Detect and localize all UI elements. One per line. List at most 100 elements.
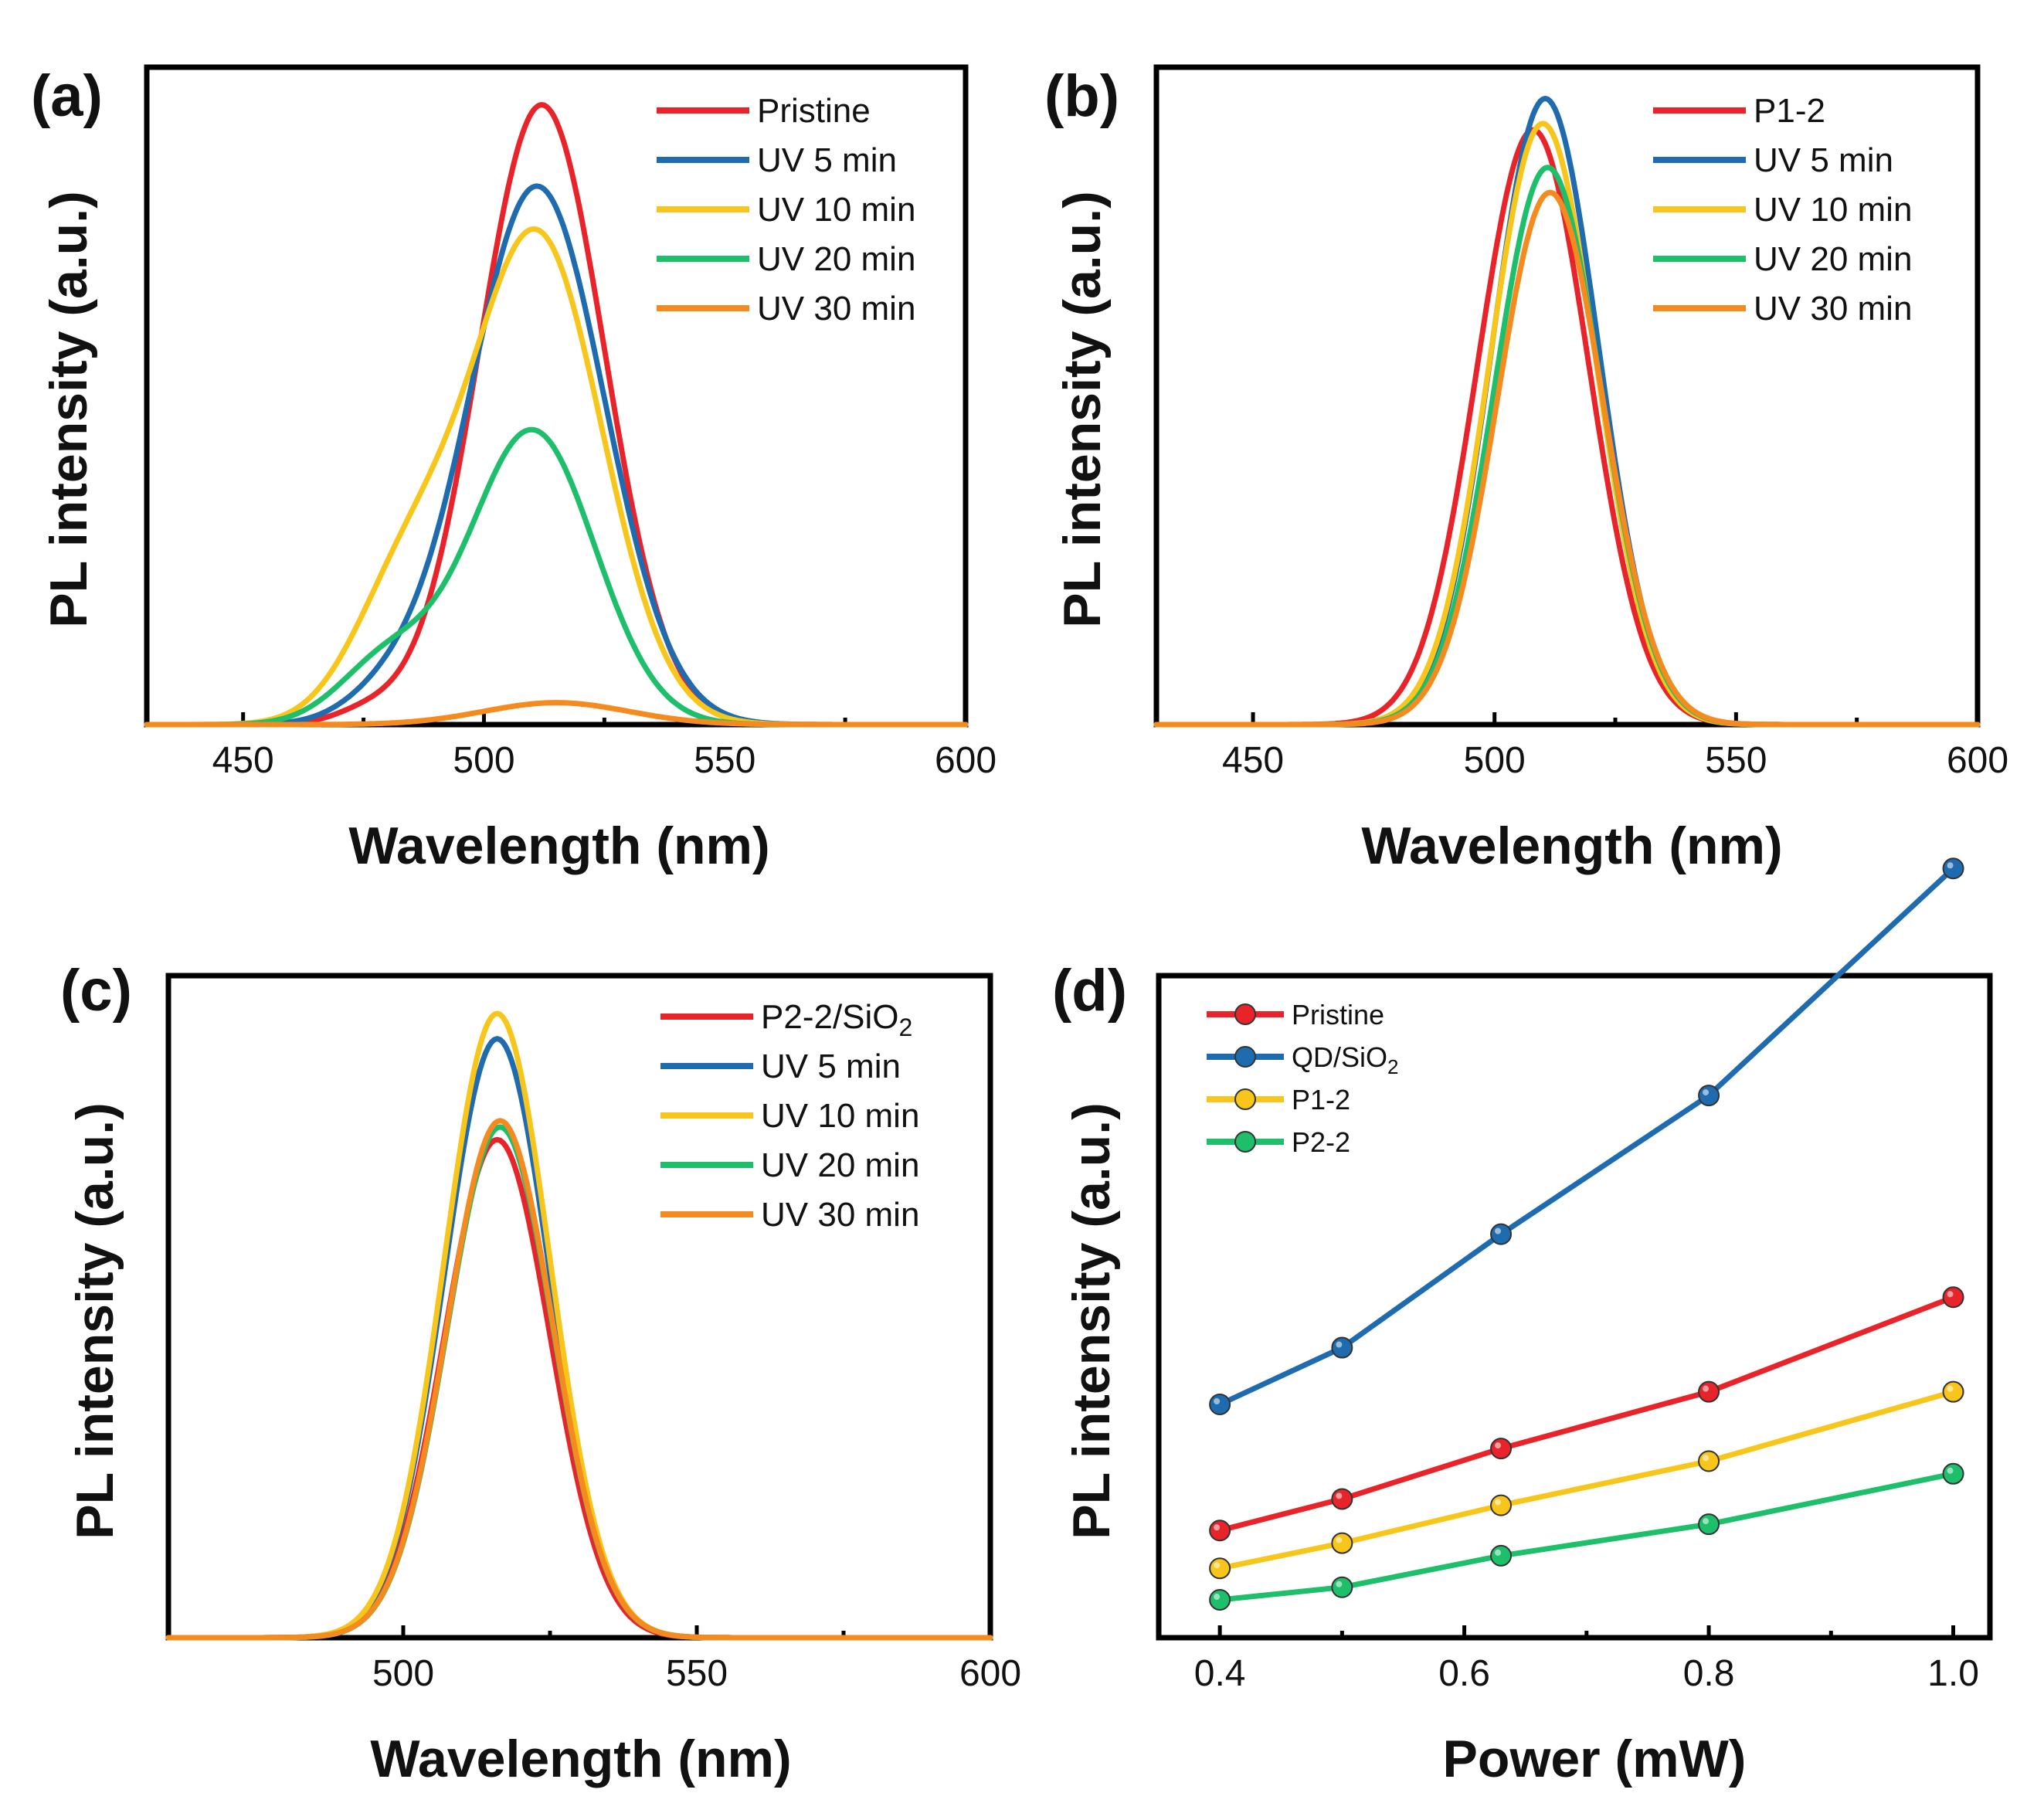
data-point bbox=[1942, 1286, 1964, 1309]
data-point-highlight bbox=[1495, 1227, 1502, 1234]
data-point bbox=[1490, 1544, 1513, 1567]
data-point bbox=[1331, 1532, 1353, 1554]
data-point bbox=[1942, 1380, 1964, 1403]
x-tick-label: 600 bbox=[959, 1653, 1021, 1694]
data-point bbox=[1698, 1450, 1720, 1472]
legend-label: UV 10 min bbox=[1754, 191, 1912, 229]
panel-label-d: (d) bbox=[1052, 958, 1127, 1024]
x-tick-label: 550 bbox=[1705, 740, 1767, 781]
panel-d-x-axis-title: Power (mW) bbox=[1443, 1730, 1747, 1788]
legend-label: UV 5 min bbox=[1754, 141, 1893, 179]
panel-b-x-axis-title: Wavelength (nm) bbox=[1361, 817, 1782, 875]
series-line bbox=[144, 700, 969, 728]
data-point-highlight bbox=[1947, 862, 1954, 869]
data-point-highlight bbox=[1336, 1341, 1343, 1348]
data-point bbox=[1698, 1513, 1720, 1536]
panel-label-c: (c) bbox=[60, 958, 132, 1024]
data-point-highlight bbox=[1495, 1549, 1502, 1556]
panel-d-y-axis-title: PL intensity (a.u.) bbox=[1062, 1102, 1121, 1539]
x-tick-label: 500 bbox=[372, 1653, 434, 1694]
legend-label: P2-2/SiO2 bbox=[761, 998, 912, 1041]
legend-marker bbox=[1234, 1088, 1256, 1110]
x-tick-label: 500 bbox=[453, 740, 514, 781]
legend-label: QD/SiO2 bbox=[1292, 1041, 1398, 1078]
legend-marker bbox=[1234, 1003, 1256, 1025]
data-point-highlight bbox=[1336, 1581, 1343, 1587]
x-tick-label: 600 bbox=[1947, 740, 2008, 781]
series-line bbox=[165, 1118, 993, 1641]
data-point bbox=[1209, 1394, 1231, 1416]
panel-d: (d) PL intensity (a.u.) Power (mW) 0.4 0.… bbox=[1052, 857, 1993, 1788]
data-point bbox=[1698, 1380, 1720, 1403]
legend-label: UV 10 min bbox=[757, 191, 915, 229]
data-point-highlight bbox=[1703, 1385, 1710, 1392]
legend-label: UV 30 min bbox=[757, 290, 915, 328]
x-tick-label: 550 bbox=[666, 1653, 728, 1694]
data-point-highlight bbox=[1703, 1518, 1710, 1525]
data-point bbox=[1490, 1438, 1513, 1460]
legend-label: UV 5 min bbox=[761, 1048, 901, 1085]
legend-label: P1-2 bbox=[1292, 1084, 1350, 1115]
panel-label-b: (b) bbox=[1044, 63, 1119, 129]
legend-label: UV 30 min bbox=[1754, 290, 1912, 328]
plot-frame bbox=[165, 973, 993, 1641]
panel-a-x-axis-title: Wavelength (nm) bbox=[348, 817, 769, 875]
panel-b: (b) PL intensity (a.u.) Wavelength (nm) … bbox=[1044, 63, 2008, 875]
data-point bbox=[1942, 857, 1964, 880]
legend-marker bbox=[1234, 1131, 1256, 1153]
legend-label: UV 20 min bbox=[761, 1146, 919, 1184]
panel-c-plot-area: 500 550 600 P2-2/SiO2 UV 5 min UV 10 min UV 20… bbox=[165, 973, 1021, 1694]
x-tick-label: 500 bbox=[1464, 740, 1526, 781]
series-line bbox=[144, 426, 969, 728]
panel-a: (a) PL intensity (a.u.) Wavelength (nm) … bbox=[31, 63, 997, 875]
data-point-highlight bbox=[1214, 1524, 1221, 1531]
series-line bbox=[1217, 1471, 1956, 1603]
x-tick-label: 0.4 bbox=[1194, 1653, 1246, 1694]
series-line bbox=[1153, 189, 1981, 728]
data-point-highlight bbox=[1214, 1594, 1221, 1601]
x-tick-label: 450 bbox=[212, 740, 274, 781]
data-point bbox=[1331, 1336, 1353, 1359]
legend-label: UV 20 min bbox=[1754, 240, 1912, 278]
data-point-highlight bbox=[1214, 1562, 1221, 1569]
legend-label: UV 20 min bbox=[757, 240, 915, 278]
legend-label: P1-2 bbox=[1754, 92, 1825, 130]
data-point-highlight bbox=[1947, 1385, 1954, 1392]
data-point-highlight bbox=[1703, 1089, 1710, 1096]
data-point bbox=[1490, 1494, 1513, 1516]
data-point-highlight bbox=[1336, 1536, 1343, 1543]
data-point bbox=[1942, 1462, 1964, 1485]
data-point bbox=[1331, 1576, 1353, 1598]
legend-label: UV 30 min bbox=[761, 1196, 919, 1234]
plot-frame bbox=[1153, 64, 1981, 728]
legend-label: Pristine bbox=[1292, 999, 1384, 1031]
panel-b-plot-area: 450 500 550 600 P1-2 UV 5 min UV 10 min UV 20 m… bbox=[1153, 64, 2008, 781]
x-tick-label: 600 bbox=[935, 740, 997, 781]
legend-label: P2-2 bbox=[1292, 1126, 1350, 1158]
data-point bbox=[1209, 1557, 1231, 1580]
panel-c: (c) PL intensity (a.u.) Wavelength (nm) … bbox=[60, 958, 1021, 1788]
data-point bbox=[1698, 1085, 1720, 1107]
panel-c-x-axis-title: Wavelength (nm) bbox=[370, 1730, 791, 1788]
data-point-highlight bbox=[1947, 1291, 1954, 1298]
data-point bbox=[1331, 1488, 1353, 1510]
x-tick-label: 1.0 bbox=[1927, 1653, 1979, 1694]
x-tick-label: 450 bbox=[1222, 740, 1284, 781]
data-point-highlight bbox=[1495, 1499, 1502, 1506]
panel-label-a: (a) bbox=[31, 63, 103, 129]
data-point-highlight bbox=[1703, 1455, 1710, 1462]
legend-label: UV 5 min bbox=[757, 141, 897, 179]
data-point bbox=[1209, 1589, 1231, 1611]
data-point-highlight bbox=[1336, 1492, 1343, 1499]
legend-label: UV 10 min bbox=[761, 1097, 919, 1135]
data-point-highlight bbox=[1214, 1398, 1221, 1405]
panel-c-y-axis-title: PL intensity (a.u.) bbox=[66, 1102, 124, 1539]
data-point bbox=[1209, 1519, 1231, 1542]
panel-b-y-axis-title: PL intensity (a.u.) bbox=[1053, 191, 1112, 627]
panel-d-plot-area: 0.4 0.6 0.8 1.0 Pristine QD/SiO2 P1-2 P2-2 bbox=[1156, 857, 1993, 1694]
plot-frame bbox=[144, 64, 969, 728]
x-tick-label: 0.8 bbox=[1683, 1653, 1735, 1694]
panel-a-y-axis-title: PL intensity (a.u.) bbox=[39, 191, 98, 627]
x-tick-label: 550 bbox=[694, 740, 755, 781]
